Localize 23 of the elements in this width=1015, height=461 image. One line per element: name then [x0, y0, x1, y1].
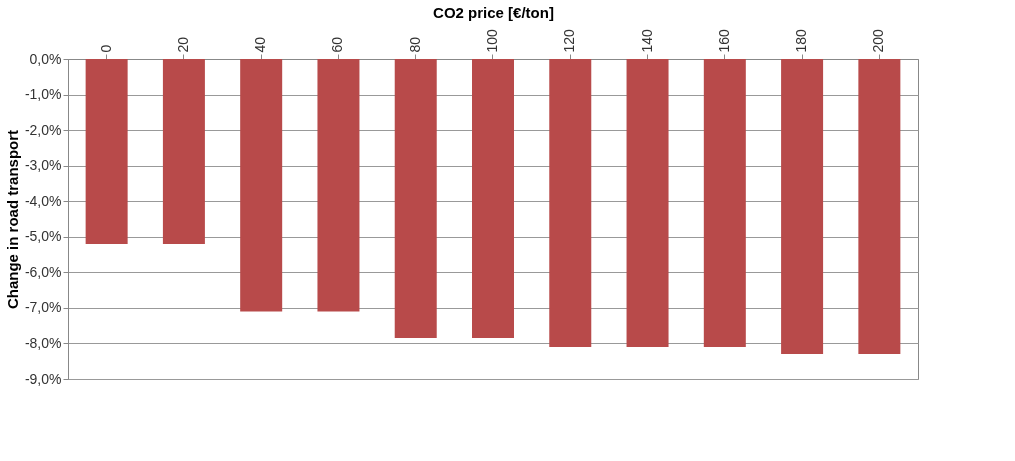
x-tick-label: 120	[561, 28, 578, 53]
y-tick-label: 0,0%	[29, 50, 62, 67]
y-tick-label: -7,0%	[24, 299, 62, 316]
x-tick-label: 180	[793, 28, 810, 53]
y-tick-label: -8,0%	[24, 334, 62, 351]
y-tick-label: -4,0%	[24, 192, 62, 209]
x-axis-title: CO2 price [€/ton]	[433, 4, 554, 22]
y-tick-label: -6,0%	[24, 263, 62, 280]
x-tick-label: 20	[174, 36, 191, 53]
x-tick-label: 200	[870, 28, 887, 53]
x-tick-label: 40	[252, 36, 269, 53]
y-tick-label: -5,0%	[24, 228, 62, 245]
y-axis-title: Change in road transport	[3, 129, 21, 310]
x-tick-label: 160	[715, 28, 732, 53]
y-tick-label: -2,0%	[24, 121, 62, 138]
x-tick-label: 60	[329, 36, 346, 53]
y-tick-label: -3,0%	[24, 157, 62, 174]
y-tick-label: -9,0%	[24, 370, 62, 387]
x-tick-label: 100	[484, 28, 500, 53]
x-tick-label: 140	[638, 28, 655, 53]
y-tick-label: -1,0%	[24, 86, 62, 103]
x-tick-label: 0	[97, 44, 114, 53]
x-tick-label: 80	[406, 36, 423, 53]
